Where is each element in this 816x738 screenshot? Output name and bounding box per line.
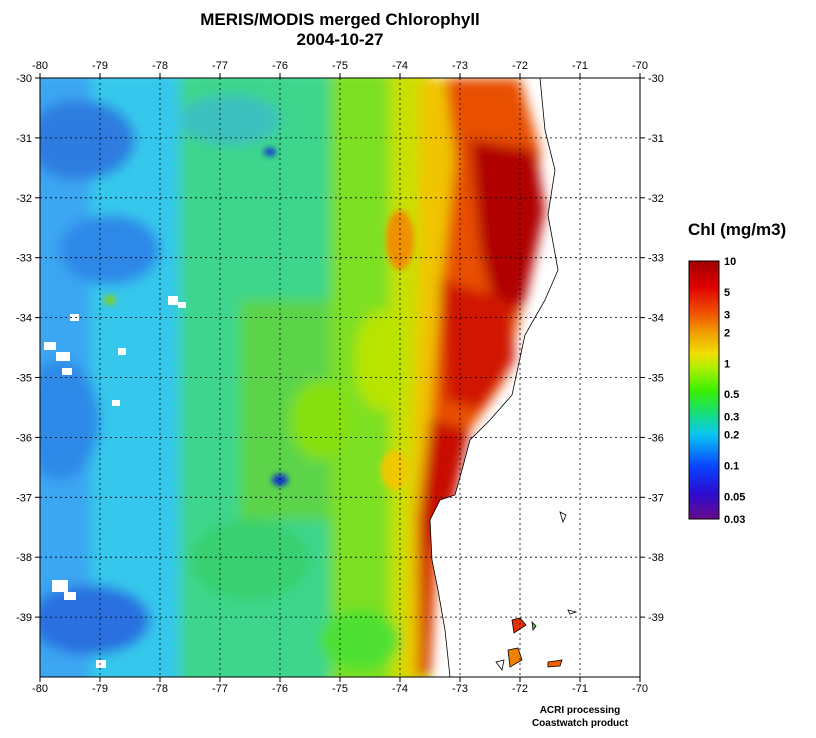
left-lat-label: -36 (16, 432, 32, 444)
top-lon-label: -79 (92, 60, 108, 72)
left-lat-label: -37 (16, 492, 32, 504)
lat-lon-grid (40, 78, 640, 677)
colorbar-tick-label: 0.3 (724, 412, 739, 424)
colorbar-tick-label: 5 (724, 287, 730, 299)
bottom-lon-label: -77 (212, 683, 228, 695)
bottom-lon-label: -79 (92, 683, 108, 695)
colorbar-title: Chl (mg/m3) (688, 220, 787, 239)
left-lat-label: -33 (16, 253, 32, 265)
colorbar-tick-label: 1 (724, 358, 730, 370)
right-lat-label: -31 (648, 133, 664, 145)
left-lat-label: -30 (16, 73, 32, 85)
credit-processing: ACRI processing (539, 705, 621, 716)
right-lat-label: -33 (648, 253, 664, 265)
bottom-lon-label: -80 (32, 683, 48, 695)
top-lon-label: -80 (32, 60, 48, 72)
right-lat-label: -34 (648, 313, 664, 325)
right-lat-label: -30 (648, 73, 664, 85)
top-lon-label: -77 (212, 60, 228, 72)
colorbar-tick-label: 0.2 (724, 430, 739, 442)
right-lat-label: -35 (648, 373, 664, 385)
top-lon-label: -76 (272, 60, 288, 72)
bottom-lon-label: -78 (152, 683, 168, 695)
bottom-lon-label: -71 (572, 683, 588, 695)
colorbar-ticks: 10 5 3 2 1 0.5 0.3 0.2 0.1 0.05 0.03 (724, 256, 745, 526)
top-lon-label: -71 (572, 60, 588, 72)
left-lat-label: -39 (16, 612, 32, 624)
top-lon-label: -70 (632, 60, 648, 72)
right-lat-label: -38 (648, 552, 664, 564)
colorbar-tick-label: 0.5 (724, 389, 739, 401)
colorbar-tick-label: 2 (724, 327, 730, 339)
bottom-lon-label: -74 (392, 683, 408, 695)
colorbar-tick-label: 0.1 (724, 461, 739, 473)
bottom-lon-label: -75 (332, 683, 348, 695)
colorbar-tick-label: 3 (724, 309, 730, 321)
bottom-lon-label: -72 (512, 683, 528, 695)
right-lat-label: -37 (648, 492, 664, 504)
left-lat-label: -32 (16, 193, 32, 205)
map-date: 2004-10-27 (296, 30, 384, 49)
left-lat-label: -31 (16, 133, 32, 145)
islands (495, 511, 578, 671)
left-lat-label: -38 (16, 552, 32, 564)
left-lat-label: -35 (16, 373, 32, 385)
colorbar (688, 260, 720, 520)
bottom-lon-label: -73 (452, 683, 468, 695)
top-lon-label: -73 (452, 60, 468, 72)
colorbar-tick-label: 10 (724, 256, 736, 268)
right-lat-label: -36 (648, 432, 664, 444)
bottom-lon-label: -70 (632, 683, 648, 695)
chlorophyll-field (40, 78, 640, 677)
top-lon-label: -75 (332, 60, 348, 72)
bottom-lon-label: -76 (272, 683, 288, 695)
map-title: MERIS/MODIS merged Chlorophyll (200, 10, 480, 29)
right-lat-label: -39 (648, 612, 664, 624)
axis-ticks: -80 -80 -79 -79 -78 -78 -77 -77 -76 -76 -75 -75 -74 -… (16, 60, 664, 695)
top-lon-label: -72 (512, 60, 528, 72)
no-data-patches (44, 296, 186, 668)
colorbar-tick-label: 0.05 (724, 491, 745, 503)
right-lat-label: -32 (648, 193, 664, 205)
top-lon-label: -74 (392, 60, 408, 72)
colorbar-tick-label: 0.03 (724, 514, 745, 526)
top-lon-label: -78 (152, 60, 168, 72)
credit-product: Coastwatch product (531, 718, 629, 729)
left-lat-label: -34 (16, 313, 32, 325)
